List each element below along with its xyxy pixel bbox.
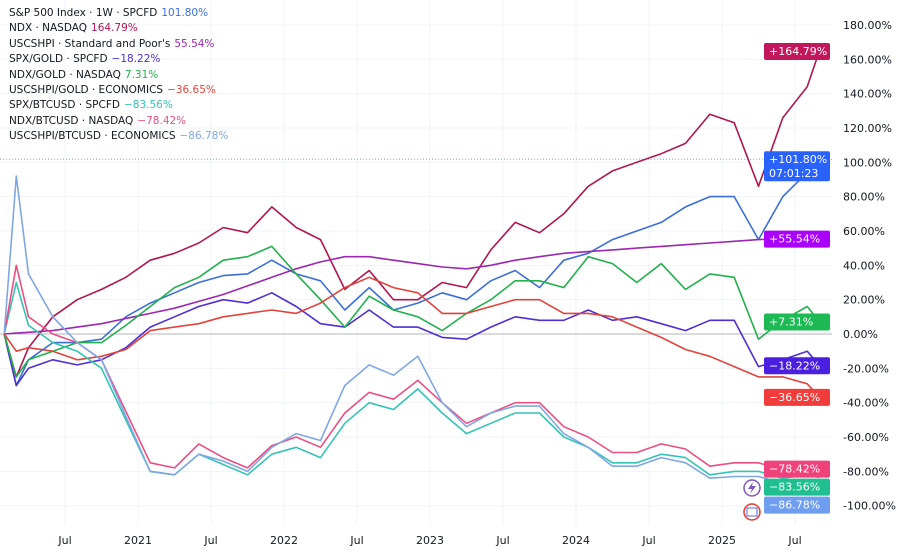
calendar-glyph [746, 507, 758, 517]
legend-series-value: 101.80% [161, 7, 209, 19]
x-tick-label: Jul [787, 534, 801, 547]
legend-series-value: 164.79% [91, 22, 138, 35]
legend-series-value: −83.56% [123, 99, 173, 112]
legend-item[interactable]: NDX/GOLD · NASDAQ 7.31% [9, 68, 228, 83]
price-tag-label: +55.54% [769, 233, 820, 246]
price-tag-countdown: 07:01:23 [769, 167, 818, 180]
x-tick-label: 2021 [124, 534, 152, 547]
y-tick-label: 100.00% [843, 156, 892, 169]
price-tag [764, 357, 830, 375]
price-tag [764, 478, 830, 496]
x-tick-label: 2024 [562, 534, 590, 547]
price-tag [764, 313, 830, 331]
series-line [3, 245, 820, 378]
x-tick-label: Jul [495, 534, 509, 547]
legend-item[interactable]: SPX/GOLD · SPCFD −18.22% [9, 52, 228, 67]
y-tick-label: 60.00% [843, 225, 885, 238]
price-tag-label: −86.78% [769, 499, 820, 512]
legend-series-name: NDX/BTCUSD · NASDAQ [9, 114, 134, 127]
legend-series-value: −78.42% [137, 114, 187, 127]
series-line [3, 158, 820, 387]
legend-series-name: USCSHPI/BTCUSD · ECONOMICS [9, 130, 176, 143]
legend-item[interactable]: USCSHPI · Standard and Poor's 55.54% [9, 37, 228, 52]
series-line [3, 281, 820, 480]
price-tag [764, 151, 830, 182]
legend-item[interactable]: SPX/BTCUSD · SPCFD −83.56% [9, 98, 228, 113]
price-tag [764, 43, 830, 61]
legend-series-name: SPX/GOLD · SPCFD [9, 53, 108, 66]
price-tag-label: +101.80% [769, 153, 827, 166]
y-tick-label: -20.00% [843, 362, 889, 375]
y-tick-label: 0.00% [843, 328, 878, 341]
legend-item[interactable]: USCSHPI/GOLD · ECONOMICS −36.65% [9, 83, 228, 98]
legend-series-name: USCSHPI · Standard and Poor's [9, 37, 171, 50]
legend-series-name: SPX/BTCUSD · SPCFD [9, 99, 120, 112]
y-tick-label: -80.00% [843, 465, 889, 478]
series-line [3, 291, 820, 387]
calendar-icon[interactable] [743, 503, 761, 521]
legend-series-name: NDX/GOLD · NASDAQ [9, 68, 121, 81]
legend-series-name: NDX · NASDAQ [9, 22, 88, 35]
price-tag-label: −36.65% [769, 391, 820, 404]
price-tag-label: −18.22% [769, 359, 820, 372]
series-line [3, 276, 820, 398]
y-tick-label: -100.00% [843, 500, 896, 513]
y-tick-label: 20.00% [843, 294, 885, 307]
legend-item[interactable]: NDX · NASDAQ 164.79% [9, 21, 228, 36]
x-tick-label: Jul [641, 534, 655, 547]
legend-item[interactable]: S&P 500 Index · 1W · SPCFD 101.80% [9, 6, 228, 21]
x-tick-label: 2023 [416, 534, 444, 547]
legend-series-value: −36.65% [167, 84, 216, 97]
lightning-glyph [748, 482, 756, 494]
y-tick-label: 120.00% [843, 122, 892, 135]
y-tick-label: 140.00% [843, 88, 892, 101]
legend-item[interactable]: USCSHPI/BTCUSD · ECONOMICS −86.78% [9, 129, 228, 144]
price-tag [764, 496, 830, 514]
series-line [3, 175, 820, 485]
x-tick-label: Jul [203, 534, 217, 547]
x-tick-label: 2025 [708, 534, 736, 547]
legend-series-name: USCSHPI/GOLD · ECONOMICS [9, 84, 164, 97]
legend-series-name: S&P 500 Index · 1W · SPCFD [9, 7, 158, 19]
x-tick-label: Jul [57, 534, 71, 547]
series-line [3, 264, 820, 471]
price-tag [764, 230, 830, 248]
x-tick-label: 2022 [270, 534, 298, 547]
legend-series-value: 55.54% [174, 37, 215, 50]
series-line [3, 50, 821, 378]
y-tick-label: 160.00% [843, 53, 892, 66]
y-tick-label: 80.00% [843, 191, 885, 204]
y-tick-label: -60.00% [843, 431, 889, 444]
y-tick-label: -40.00% [843, 397, 889, 410]
price-tag [764, 388, 830, 406]
price-tag-label: +7.31% [769, 315, 813, 328]
legend-series-value: 7.31% [124, 68, 159, 81]
legend: S&P 500 Index · 1W · SPCFD 101.80% NDX · N… [9, 6, 228, 145]
legend-series-value: −86.78% [179, 130, 229, 143]
y-tick-label: 180.00% [843, 19, 892, 32]
legend-series-value: −18.22% [111, 53, 161, 66]
legend-item[interactable]: NDX/BTCUSD · NASDAQ −78.42% [9, 114, 228, 129]
series-line [4, 237, 820, 335]
price-tag [764, 460, 830, 478]
price-tag-label: −78.42% [769, 463, 820, 476]
price-tag-label: +164.79% [769, 45, 827, 58]
x-tick-label: Jul [349, 534, 363, 547]
price-tag-label: −83.56% [769, 481, 820, 494]
y-tick-label: 40.00% [843, 259, 885, 272]
